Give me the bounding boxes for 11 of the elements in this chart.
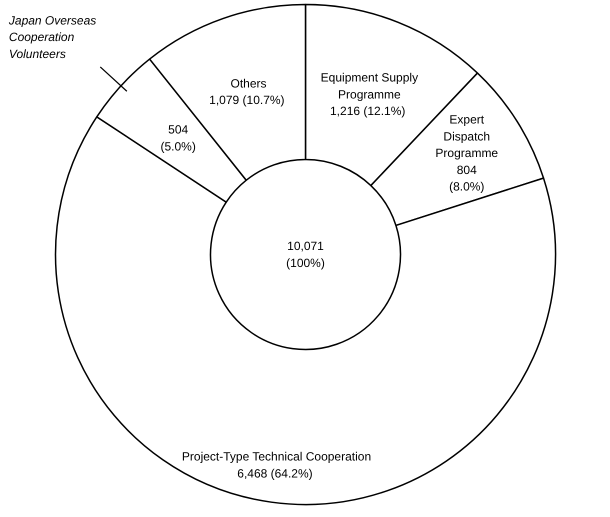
slice-label: Project-Type Technical Cooperation bbox=[182, 450, 372, 464]
data-label: 804 (8.0%) bbox=[449, 162, 484, 194]
slice-label: Others bbox=[230, 76, 267, 90]
data-label: 6,468 (64.2%) bbox=[237, 466, 313, 480]
data-label: 504 (5.0%) bbox=[160, 122, 196, 154]
slice-label: Equipment Supply Programme bbox=[320, 70, 418, 102]
slice-label: Japan Overseas Cooperation Volunteers bbox=[8, 13, 96, 61]
data-label: 1,079 (10.7%) bbox=[209, 93, 285, 108]
slice-label: Expert Dispatch Programme bbox=[435, 112, 498, 160]
text: 10,071 (100%) bbox=[286, 239, 325, 270]
data-label: 1,216 (12.1%) bbox=[330, 104, 406, 118]
